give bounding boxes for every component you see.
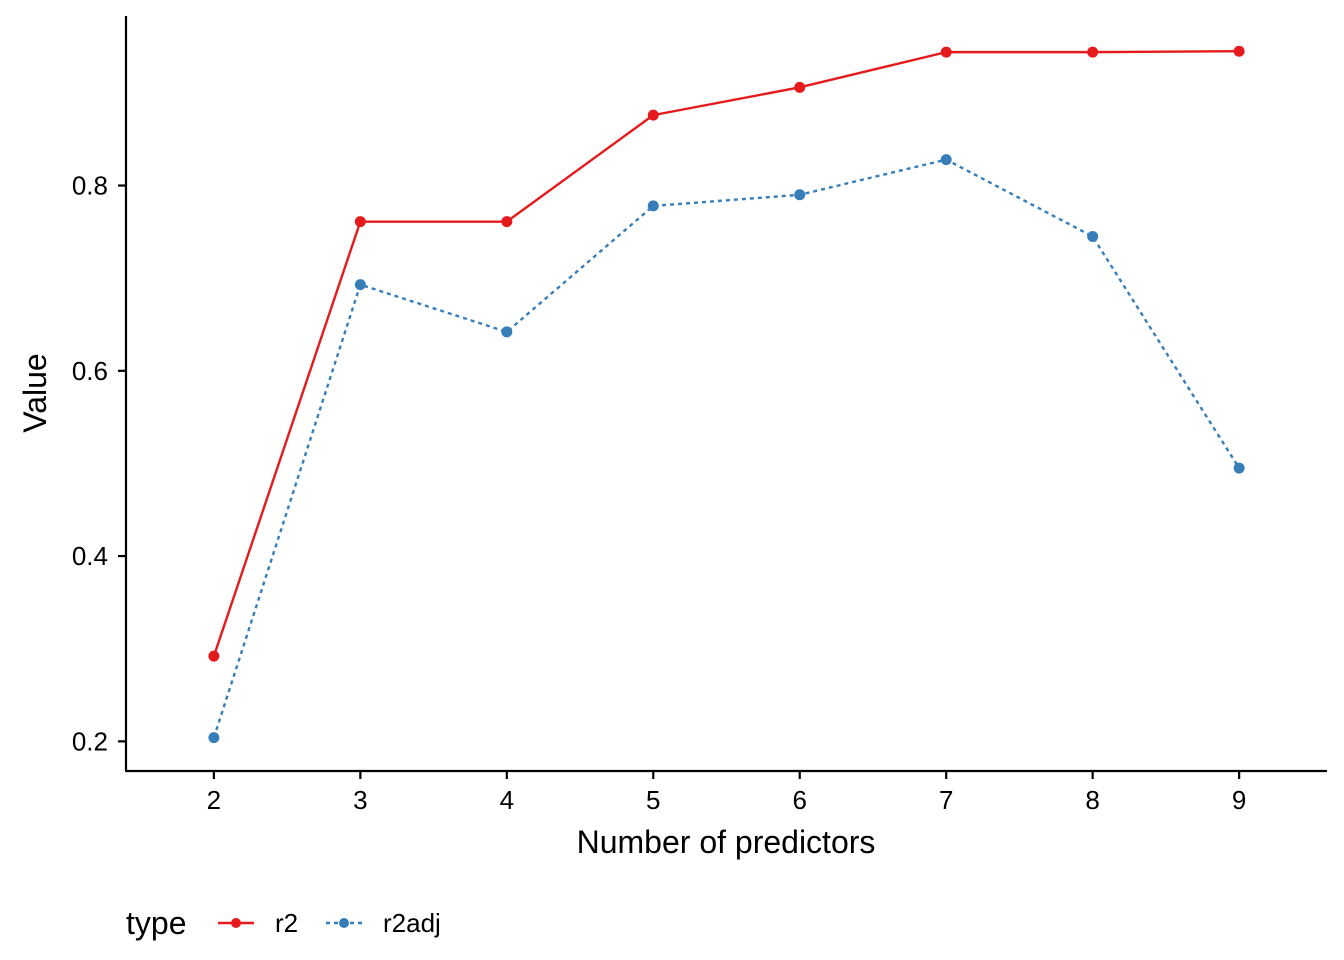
data-point-r2 [940,46,952,58]
x-tick-label: 8 [1085,785,1099,815]
data-point-r2 [1233,45,1245,57]
x-tick-label: 4 [500,785,514,815]
y-tick-label: 0.2 [72,726,108,756]
x-axis-title: Number of predictors [577,824,876,860]
legend-key-point-r2 [231,918,241,928]
x-tick-label: 3 [353,785,367,815]
x-tick-label: 5 [646,785,660,815]
data-point-r2 [208,650,220,662]
legend-label-r2adj: r2adj [383,908,441,938]
data-point-r2 [354,216,366,228]
data-point-r2adj [1233,462,1245,474]
legend-title: type [126,905,186,941]
x-tick-label: 2 [207,785,221,815]
data-point-r2adj [501,326,513,338]
plot-area [208,45,1245,744]
data-point-r2adj [794,189,806,201]
y-axis-ticks: 0.2 0.4 0.6 0.8 [72,171,126,756]
y-tick-label: 0.4 [72,541,108,571]
data-point-r2adj [354,279,366,291]
data-point-r2adj [208,732,220,744]
legend-item-r2: r2 [218,908,298,938]
legend-key-point-r2adj [339,918,349,928]
series-line-r2adj [212,158,1241,739]
data-point-r2 [1087,46,1099,58]
data-point-r2 [501,216,513,228]
y-tick-label: 0.8 [72,171,108,201]
y-axis-title: Value [17,353,53,432]
legend-item-r2adj: r2adj [326,908,441,938]
y-tick-label: 0.6 [72,356,108,386]
x-axis-ticks: 2 3 4 5 6 7 8 9 [207,771,1246,815]
x-tick-label: 7 [939,785,953,815]
legend-label-r2: r2 [275,908,298,938]
data-point-r2adj [940,154,952,166]
x-tick-label: 6 [792,785,806,815]
x-tick-label: 9 [1232,785,1246,815]
data-point-r2adj [647,200,659,212]
data-point-r2 [647,109,659,121]
data-point-r2 [794,81,806,93]
data-point-r2adj [1087,230,1099,242]
legend: type r2 r2adj [126,905,441,941]
series-line-r2 [212,50,1240,657]
